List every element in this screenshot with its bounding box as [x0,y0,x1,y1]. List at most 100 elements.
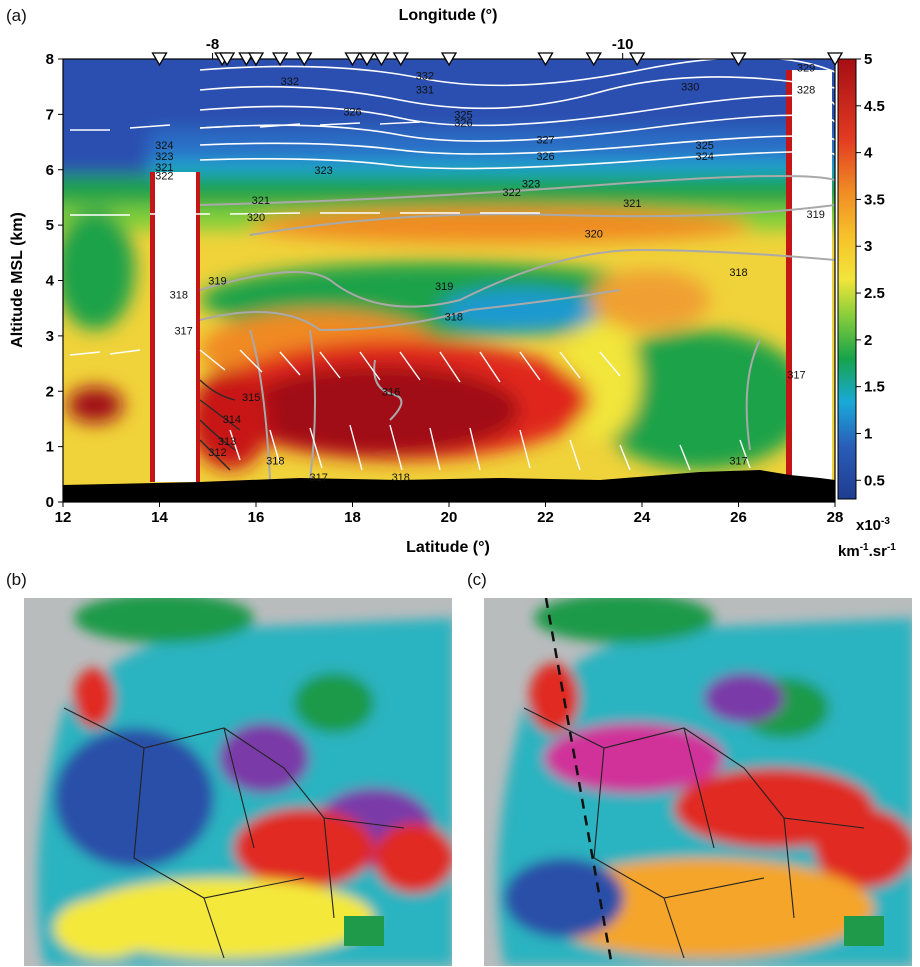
overpass-marker [247,52,265,67]
panel-label-c: (c) [467,570,487,589]
contour-label: 324 [696,151,714,163]
contour-label: 319 [807,209,825,221]
overpass-marker [730,52,747,67]
colorbar-tick-label: 2.5 [864,285,885,302]
x-tick-label: 26 [730,509,747,526]
y-tick-label: 8 [46,51,54,68]
x-tick-label: 28 [827,509,844,526]
y-tick-label: 1 [46,439,54,456]
contour-label: 315 [242,392,260,404]
x-tick-label: 20 [441,509,458,526]
contour-label: 317 [174,325,192,337]
colorbar-tick-label: 3 [864,238,872,255]
overpass-marker [358,52,376,67]
colorbar-tick-label: 1 [864,425,872,442]
terrain [63,470,835,502]
y-tick-label: 7 [46,106,54,123]
x-tick-label: 16 [248,509,265,526]
overpass-markers [151,52,844,67]
wind-arrows [69,121,751,471]
contour-label: 327 [536,134,554,146]
plot-area [63,59,835,502]
contour-label: 318 [170,289,188,301]
overpass-marker [373,52,390,67]
transect-line [544,598,614,966]
top-axis-ticks: -8 -10 [206,36,634,59]
contour-label: 325 [454,109,472,121]
y-tick-label: 4 [46,273,55,290]
colorbar-tick-label: 5 [864,51,872,68]
contour-label: 317 [729,455,747,467]
overpass-marker [218,52,236,67]
overpass-marker [271,52,289,67]
map-b-svg [37,598,452,966]
contour-label: 314 [223,414,241,426]
contour-label: 325 [696,140,714,152]
contour-label: 318 [266,455,284,467]
isentrope-contours-lower [199,175,835,481]
contour-label: 326 [454,118,472,130]
contour-label: 321 [155,162,173,174]
contour-label: 326 [536,151,554,163]
colorbar-unit-line1: x10-3 [856,516,890,534]
x-axis-ticks: 12 14 16 18 20 22 24 26 28 [55,502,844,526]
map-panel-c [484,598,912,966]
contour-label: 331 [416,84,434,96]
overpass-marker [238,52,255,67]
contour-label: 321 [252,195,270,207]
x-tick-label: 24 [634,509,651,526]
overpass-marker [151,52,168,67]
contour-label: 317 [310,472,328,484]
contour-label: 312 [208,447,226,459]
colorbar-ticks: 0.5 1 1.5 2 2.5 3 3.5 4 4.5 5 [856,51,885,489]
x-tick-label: 14 [151,509,168,526]
backscatter-field [63,59,835,470]
x-tick-label: 22 [537,509,554,526]
overpass-marker [296,52,313,67]
contour-label: 318 [392,472,410,484]
colorbar [837,58,857,500]
x-tick-label: 12 [55,509,72,526]
y-tick-label: 5 [46,217,54,234]
colorbar-tick-label: 4.5 [864,98,885,115]
cloud-column-right [790,70,832,485]
contour-label: 329 [797,62,815,74]
contour-label: 323 [314,165,332,177]
map-panel-b [24,598,452,966]
colorbar-tick-label: 1.5 [864,379,885,396]
overpass-marker [392,52,409,67]
contour-label: 330 [681,82,699,94]
contour-label: 332 [416,71,434,83]
contour-label: 319 [208,276,226,288]
contour-label: 318 [729,267,747,279]
top-tick-label: -8 [206,36,219,53]
contour-label: 322 [503,187,521,199]
y-tick-label: 0 [46,494,54,511]
map-c-svg [497,598,912,966]
x-tick-label: 18 [344,509,361,526]
contour-label: 316 [382,386,400,398]
y-tick-label: 2 [46,383,54,400]
x2-axis-title: Longitude (°) [399,7,498,24]
cross-section-figure: Longitude (°) Latitude (°) Altitude MSL … [9,7,896,560]
y-tick-label: 6 [46,162,54,179]
contour-label: 320 [247,212,265,224]
contour-label: 318 [445,311,463,323]
overpass-marker [440,52,458,67]
panel-label-b: (b) [6,570,27,589]
top-tick-label: -10 [612,36,634,53]
contour-label: 321 [623,198,641,210]
y-axis-title: Altitude MSL (km) [9,212,26,348]
contour-label: 332 [281,76,299,88]
x-axis-title: Latitude (°) [406,539,490,556]
overpass-marker [537,52,554,67]
panel-label-a: (a) [6,6,27,25]
contour-label: 323 [155,151,173,163]
contour-label: 319 [435,281,453,293]
colorbar-tick-label: 0.5 [864,472,885,489]
overpass-marker [585,52,602,67]
isentrope-contours-upper [199,59,835,170]
contour-label: 323 [522,179,540,191]
y-tick-label: 3 [46,328,54,345]
